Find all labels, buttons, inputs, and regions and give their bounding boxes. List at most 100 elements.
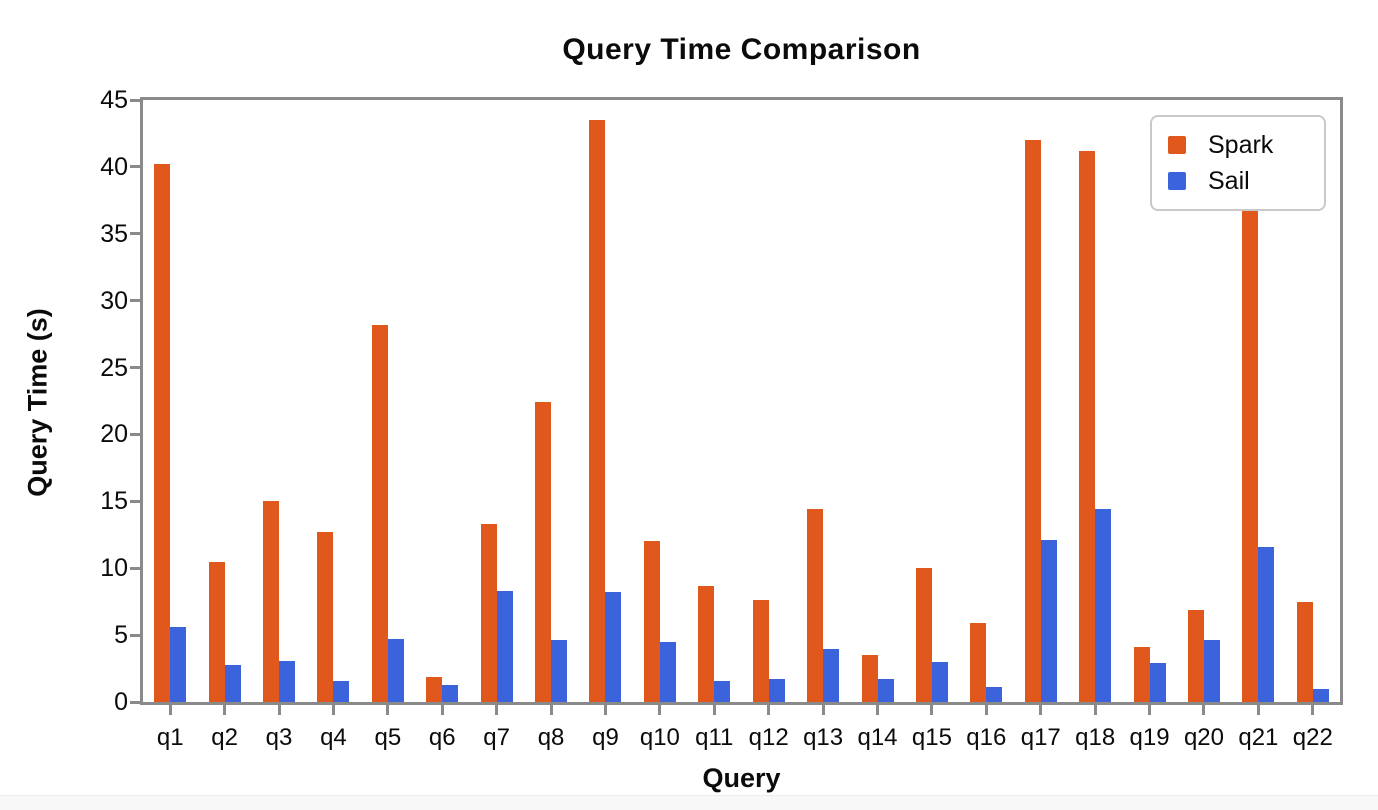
y-tick-mark (130, 232, 140, 236)
x-tick-mark (1256, 705, 1260, 715)
spark-bar (426, 676, 443, 702)
chart-title: Query Time Comparison (562, 33, 921, 66)
spark-bar (807, 509, 824, 702)
x-tick-mark (549, 705, 553, 715)
x-tick-mark (1148, 705, 1152, 715)
x-tick-mark (658, 705, 662, 715)
sail-bar (279, 660, 296, 702)
y-tick-mark (130, 700, 140, 704)
y-tick-mark (130, 432, 140, 436)
x-tick-label: q14 (857, 724, 898, 751)
y-tick-label: 15 (100, 487, 128, 516)
spark-bar (371, 324, 388, 702)
sail-bar (768, 679, 785, 702)
y-tick-mark (130, 165, 140, 169)
spark-bar (861, 655, 878, 702)
x-tick-label: q8 (537, 724, 565, 751)
y-tick-mark (130, 299, 140, 303)
x-tick-label: q13 (803, 724, 844, 751)
x-tick-label: q10 (639, 724, 680, 751)
y-tick-mark (130, 366, 140, 370)
spark-bar (1242, 204, 1259, 702)
sail-bar (551, 640, 568, 702)
sail-bar (931, 661, 948, 702)
sail-bar (333, 680, 350, 702)
window-bottom-strip (0, 795, 1378, 810)
x-tick-mark (1039, 705, 1043, 715)
y-tick-label: 10 (100, 554, 128, 583)
y-axis-label: Query Time (s) (22, 308, 53, 497)
x-tick-mark (603, 705, 607, 715)
sail-bar (877, 679, 894, 702)
y-tick-label: 45 (100, 86, 128, 114)
x-tick-mark (495, 705, 499, 715)
x-tick-label: q16 (966, 724, 1007, 751)
x-tick-label: q6 (428, 724, 456, 751)
x-tick-mark (1311, 705, 1315, 715)
sail-bar (986, 687, 1003, 702)
y-tick-mark (130, 499, 140, 503)
y-tick-mark (130, 566, 140, 570)
sail-bar (659, 641, 676, 702)
x-tick-mark (331, 705, 335, 715)
x-tick-label: q17 (1020, 724, 1061, 751)
y-tick-label: 0 (114, 688, 128, 716)
legend-label-spark: Spark (1208, 130, 1274, 159)
x-tick-label: q1 (156, 724, 184, 751)
sail-bar (170, 627, 187, 702)
x-tick-mark (1093, 705, 1097, 715)
x-tick-label: q21 (1238, 724, 1279, 751)
spark-swatch-icon (1168, 136, 1186, 154)
sail-bar (605, 592, 622, 702)
x-tick-mark (984, 705, 988, 715)
legend: Spark Sail (1150, 115, 1326, 211)
spark-bar (1024, 140, 1041, 702)
sail-bar (1203, 640, 1220, 702)
x-tick-label: q18 (1075, 724, 1116, 751)
x-tick-label: q20 (1183, 724, 1224, 751)
x-tick-label: q15 (911, 724, 952, 751)
x-axis-label: Query (702, 763, 781, 793)
x-tick-mark (386, 705, 390, 715)
spark-bar (1079, 150, 1096, 702)
sail-swatch-icon (1168, 172, 1186, 190)
sail-bar (714, 680, 731, 702)
y-tick-label: 35 (100, 219, 128, 248)
spark-bar (317, 532, 334, 702)
x-tick-label: q11 (695, 724, 734, 751)
x-tick-mark (277, 705, 281, 715)
spark-bar (1133, 647, 1150, 702)
x-tick-mark (168, 705, 172, 715)
legend-label-sail: Sail (1208, 166, 1250, 195)
x-tick-label: q3 (265, 724, 293, 751)
x-tick-label: q9 (592, 724, 619, 751)
y-tick-label: 5 (114, 621, 128, 650)
spark-bar (698, 585, 715, 702)
sail-bar (1095, 509, 1112, 702)
x-tick-label: q2 (211, 724, 238, 751)
x-tick-mark (930, 705, 934, 715)
y-tick-label: 20 (100, 420, 128, 449)
x-tick-label: q5 (374, 724, 402, 751)
x-tick-mark (821, 705, 825, 715)
spark-bar (643, 541, 660, 702)
x-tick-mark (1202, 705, 1206, 715)
y-tick-label: 25 (100, 353, 128, 382)
y-tick-label: 40 (100, 152, 128, 181)
x-tick-mark (876, 705, 880, 715)
plot-area: Spark Sail (140, 97, 1343, 705)
x-tick-label: q22 (1292, 724, 1333, 751)
spark-bar (480, 524, 497, 702)
y-tick-label: 30 (100, 286, 128, 315)
x-tick-label: q12 (748, 724, 789, 751)
x-tick-label: q7 (483, 724, 510, 751)
spark-bar (154, 164, 171, 702)
sail-bar (224, 664, 241, 702)
sail-bar (823, 648, 840, 702)
y-tick-mark (130, 98, 140, 102)
sail-bar (496, 590, 513, 702)
spark-bar (263, 501, 280, 702)
spark-bar (752, 600, 769, 702)
spark-bar (915, 568, 932, 702)
